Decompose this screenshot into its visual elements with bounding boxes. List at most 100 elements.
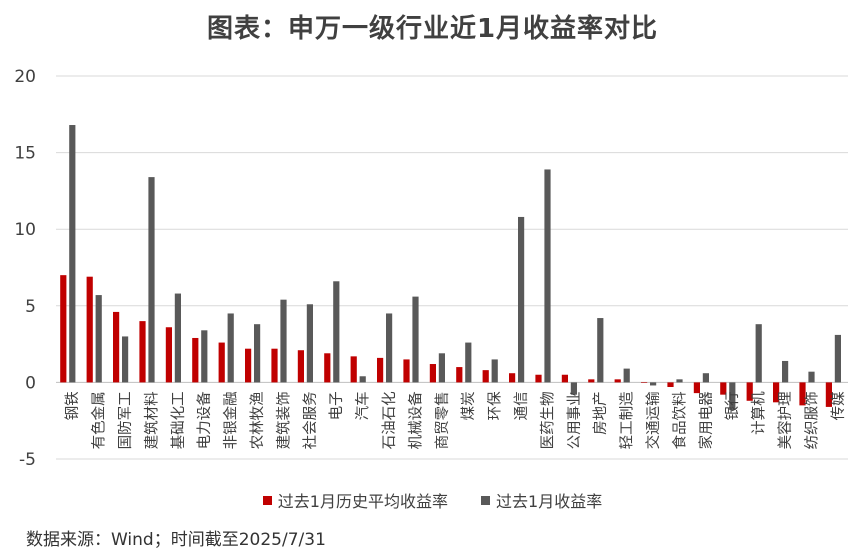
x-tick-label: 轻工制造 [619, 391, 636, 449]
bar-series2 [174, 293, 181, 383]
bar-series2 [254, 324, 261, 383]
bar-series2 [465, 342, 472, 383]
bar-series1 [139, 321, 146, 383]
bar-series2 [359, 376, 366, 383]
x-tick-label: 煤炭 [460, 391, 477, 420]
x-tick-label: 社会服务 [302, 391, 319, 449]
bar-series2 [280, 299, 287, 383]
bar-series1 [561, 374, 568, 383]
y-tick-label: 20 [14, 67, 36, 87]
legend-swatch-series1 [262, 496, 272, 505]
bar-series2 [570, 382, 577, 395]
bar-series2 [491, 359, 498, 383]
bar-series2 [386, 313, 393, 383]
bar-series1 [825, 382, 832, 407]
y-tick-label: 5 [25, 297, 36, 317]
x-tick-label: 钢铁 [64, 391, 81, 420]
bar-series1 [509, 373, 516, 383]
bar-series2 [597, 318, 604, 383]
bar-series2 [676, 379, 683, 383]
chart-title: 图表：申万一级行业近1月收益率对比 [206, 14, 659, 44]
bar-series2 [95, 295, 102, 383]
x-tick-label: 电力设备 [196, 391, 213, 449]
x-tick-label: 环保 [487, 391, 504, 420]
x-tick-label: 纺织服饰 [803, 391, 820, 449]
x-tick-label: 汽车 [355, 391, 372, 420]
bar-series1 [693, 382, 700, 394]
source-note: 数据来源：Wind；时间截至2025/7/31 [26, 530, 326, 550]
x-tick-label: 家用电器 [698, 391, 715, 449]
x-tick-label: 建筑装饰 [275, 391, 292, 449]
bar-series2 [782, 360, 789, 383]
bar-series2 [650, 382, 657, 386]
bar-series2 [122, 336, 129, 383]
bars [60, 125, 841, 410]
x-tick-label: 美容护理 [777, 391, 794, 449]
bar-series2 [623, 368, 630, 383]
bar-series1 [456, 367, 463, 383]
bar-series2 [201, 330, 208, 383]
x-tick-label: 农林牧渔 [249, 391, 266, 449]
bar-series1 [588, 379, 595, 383]
bar-series2 [729, 382, 736, 410]
bar-series1 [245, 348, 252, 383]
x-tick-label: 基础化工 [170, 391, 187, 449]
bar-series2 [333, 281, 340, 383]
x-tick-label: 有色金属 [91, 391, 108, 449]
legend: 过去1月历史平均收益率 过去1月收益率 [0, 488, 865, 512]
bar-series1 [667, 382, 674, 387]
x-tick-label: 医药生物 [539, 391, 556, 449]
bar-series1 [271, 348, 278, 383]
legend-swatch-series2 [481, 496, 491, 505]
bar-series1 [720, 382, 727, 395]
y-tick-label: 10 [14, 220, 36, 240]
bar-series1 [641, 382, 648, 383]
bar-series1 [86, 276, 93, 383]
bar-series2 [438, 353, 445, 383]
bar-series1 [746, 382, 753, 401]
bar-series1 [377, 357, 384, 383]
x-tick-label: 传媒 [830, 391, 847, 420]
bar-series2 [306, 304, 313, 383]
bar-series1 [403, 359, 410, 383]
bar-series1 [614, 379, 621, 383]
bar-series1 [324, 353, 331, 383]
bar-series2 [69, 125, 76, 383]
bar-series2 [412, 296, 419, 383]
bar-series2 [702, 373, 709, 383]
x-tick-label: 通信 [513, 391, 530, 420]
bar-series1 [482, 370, 489, 383]
bar-series2 [518, 216, 525, 383]
y-tick-label: 15 [14, 144, 36, 164]
bar-series1 [773, 382, 780, 403]
bar-series1 [165, 327, 172, 383]
bar-series1 [113, 311, 120, 383]
bar-series1 [350, 356, 357, 383]
x-tick-label: 非银金融 [223, 391, 240, 449]
y-tick-label: -5 [19, 450, 36, 470]
gridlines [56, 75, 848, 460]
bar-series1 [218, 342, 225, 383]
x-tick-label: 计算机 [751, 391, 768, 435]
legend-item-series1: 过去1月历史平均收益率 [262, 488, 448, 512]
bar-series1 [297, 350, 304, 383]
legend-label-series1: 过去1月历史平均收益率 [277, 492, 448, 511]
bar-series1 [60, 275, 67, 383]
x-tick-label: 石油石化 [381, 391, 398, 449]
bar-series2 [227, 313, 234, 383]
bar-series2 [834, 334, 841, 383]
x-tick-label: 房地产 [592, 391, 609, 435]
x-axis: 钢铁 有色金属 国防军工 建筑材料 基础化工 电力设备 非银金融 农林牧渔 建筑装饰 社会服务 电子… [64, 391, 847, 449]
bar-series2 [808, 371, 815, 383]
x-tick-label: 食品饮料 [671, 391, 688, 449]
x-tick-label: 商贸零售 [434, 391, 451, 449]
x-tick-label: 电子 [328, 391, 345, 420]
bar-series1 [192, 337, 199, 383]
bar-series2 [755, 324, 762, 383]
legend-item-series2: 过去1月收益率 [481, 488, 602, 512]
legend-label-series2: 过去1月收益率 [496, 492, 603, 511]
x-tick-label: 国防军工 [117, 391, 134, 449]
bar-series2 [544, 169, 551, 383]
